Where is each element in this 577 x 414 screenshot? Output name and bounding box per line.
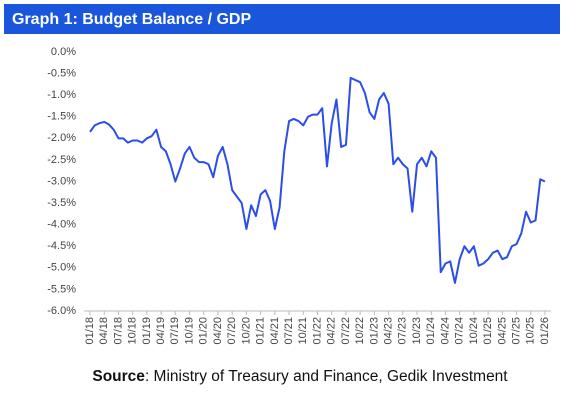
x-tick-label: 10/23	[411, 317, 423, 345]
y-tick-label: -1.0%	[47, 89, 76, 101]
x-tick-label: 10/24	[468, 317, 480, 345]
chart-title: Graph 1: Budget Balance / GDP	[12, 11, 251, 28]
y-tick-label: -2.0%	[47, 132, 76, 144]
x-tick-label: 10/19	[183, 317, 195, 345]
title-bar	[4, 4, 560, 34]
x-tick-label: 07/19	[169, 317, 181, 345]
x-tick-label: 04/21	[269, 317, 281, 345]
x-tick-label: 01/23	[368, 317, 380, 345]
x-tick-label: 07/22	[340, 317, 352, 345]
x-tick-label: 01/20	[198, 317, 210, 345]
x-tick-label: 10/22	[354, 317, 366, 345]
y-tick-label: -5.5%	[47, 283, 76, 295]
x-tick-label: 01/18	[84, 317, 96, 345]
x-tick-label: 04/23	[383, 317, 395, 345]
x-tick-label: 07/18	[112, 317, 124, 345]
source: Source: Ministry of Treasury and Finance…	[92, 368, 508, 385]
x-tick-label: 01/25	[482, 317, 494, 345]
x-tick-label: 01/22	[311, 317, 323, 345]
x-tick-label: 10/20	[240, 317, 252, 345]
y-tick-label: -6.0%	[47, 305, 76, 317]
x-tick-label: 04/19	[155, 317, 167, 345]
x-tick-label: 01/21	[255, 317, 267, 345]
x-tick-label: 04/24	[439, 317, 451, 345]
source-label: Source	[92, 368, 145, 385]
y-tick-label: -1.5%	[47, 111, 76, 123]
x-tick-label: 07/21	[283, 317, 295, 345]
y-tick-label: -0.5%	[47, 67, 76, 79]
x-tick-label: 04/20	[212, 317, 224, 345]
data-line	[89, 76, 546, 284]
source-text: : Ministry of Treasury and Finance, Gedi…	[145, 368, 508, 385]
x-tick-label: 04/18	[98, 317, 110, 345]
y-tick-label: -4.0%	[47, 219, 76, 231]
y-tick-label: -2.5%	[47, 154, 76, 166]
y-tick-label: -4.5%	[47, 240, 76, 252]
x-tick-label: 10/18	[127, 317, 139, 345]
x-tick-label: 07/23	[397, 317, 409, 345]
y-tick-label: -5.0%	[47, 262, 76, 274]
y-tick-label: 0.0%	[51, 46, 76, 58]
x-tick-label: 10/25	[525, 317, 537, 345]
x-tick-label: 07/20	[226, 317, 238, 345]
x-tick-label: 10/21	[297, 317, 309, 345]
x-tick-label: 01/24	[425, 317, 437, 345]
x-tick-label: 01/19	[141, 317, 153, 345]
x-tick-label: 07/25	[510, 317, 522, 345]
x-tick-label: 01/26	[539, 317, 551, 345]
y-tick-label: -3.5%	[47, 197, 76, 209]
x-tick-label: 07/24	[454, 317, 466, 345]
x-tick-label: 04/22	[326, 317, 338, 345]
x-tick-label: 04/25	[496, 317, 508, 345]
y-tick-label: -3.0%	[47, 175, 76, 187]
